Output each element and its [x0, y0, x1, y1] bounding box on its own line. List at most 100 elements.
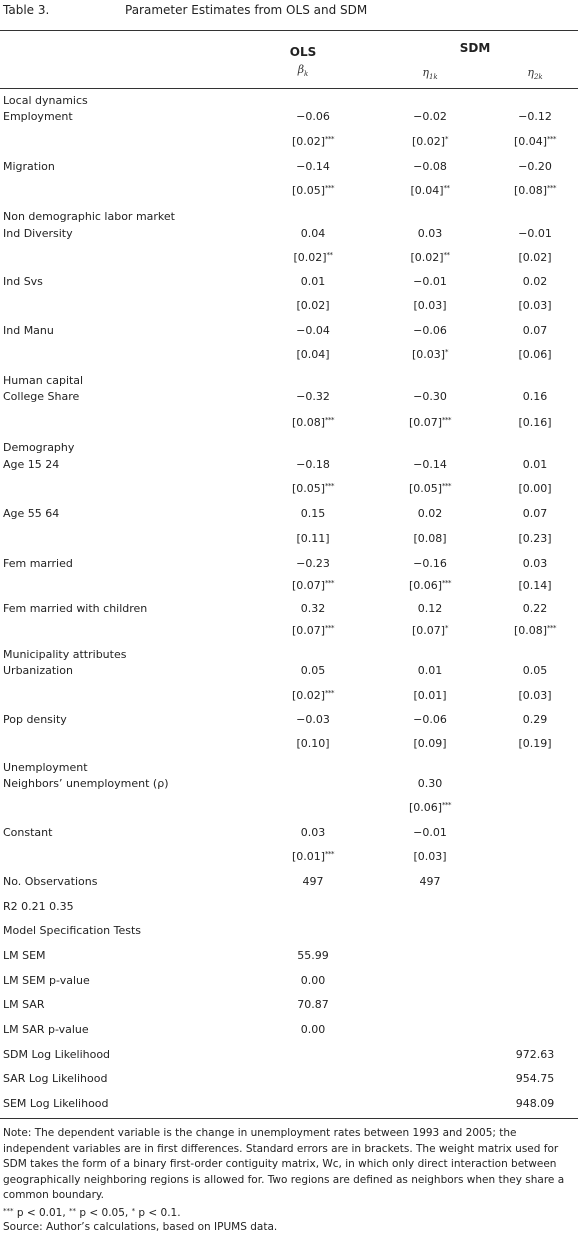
lm-sem-value: 55.99 — [297, 949, 329, 962]
se-value: [0.07] — [411, 624, 446, 637]
coef-ols: 0.32 — [300, 602, 326, 615]
source-line: Source: Author’s calculations, based on … — [3, 1221, 278, 1233]
row-label: College Share — [3, 390, 80, 403]
row-label: LM SEM p-value — [3, 974, 90, 987]
coef-eta1: −0.16 — [413, 557, 447, 570]
se-value: [0.08] — [513, 184, 548, 197]
se-eta1: [0.09] — [385, 737, 475, 750]
sig3-text: p < 0.1. — [135, 1206, 181, 1219]
se-value: [0.04] — [296, 348, 330, 361]
se-value: [0.02] — [291, 689, 326, 702]
se-ols: [0.05]*** — [268, 482, 358, 495]
se-value: [0.16] — [518, 416, 552, 429]
sig1-mark: *** — [3, 1206, 14, 1215]
se-eta2: [0.06] — [490, 348, 578, 361]
sig-stars: ** — [443, 251, 451, 259]
coef-eta1: 0.30 — [417, 777, 443, 790]
lm-sar-p-value: 0.00 — [300, 1023, 326, 1036]
section-label: Human capital — [3, 374, 84, 387]
coef-eta1: 0.03 — [417, 227, 443, 240]
sar-log-likelihood: 954.75 — [515, 1072, 555, 1085]
se-value: [0.02] — [291, 135, 326, 148]
se-value: [0.03] — [413, 850, 447, 863]
se-ols: [0.02]*** — [268, 135, 358, 148]
header-beta: βk — [258, 63, 348, 78]
row-label: Fem married — [3, 557, 73, 570]
header-eta1: η1k — [385, 66, 475, 81]
se-value: [0.02] — [518, 251, 552, 264]
se-eta1: [0.04]** — [385, 184, 475, 197]
coef-eta2: 0.07 — [522, 507, 548, 520]
se-eta1: [0.06]*** — [385, 801, 475, 814]
se-value: [0.09] — [413, 737, 447, 750]
se-value: [0.01] — [291, 850, 326, 863]
row-label: Age 15 24 — [3, 458, 60, 471]
row-label: Urbanization — [3, 664, 73, 677]
se-ols: [0.02] — [268, 299, 358, 312]
header-sdm: SDM — [459, 41, 491, 55]
row-label: LM SAR p-value — [3, 1023, 89, 1036]
coef-ols: −0.32 — [296, 390, 330, 403]
observations-ols: 497 — [302, 875, 324, 888]
coef-eta2: 0.02 — [522, 275, 548, 288]
lm-sem-p-value: 0.00 — [300, 974, 326, 987]
coef-eta1: −0.30 — [413, 390, 447, 403]
note-text: Note: The dependent variable is the chan… — [3, 1127, 565, 1201]
se-value: [0.04] — [410, 184, 444, 197]
coef-ols: −0.14 — [296, 160, 330, 173]
se-ols: [0.07]*** — [268, 579, 358, 592]
se-eta2: [0.03] — [490, 299, 578, 312]
se-value: [0.00] — [518, 482, 552, 495]
coef-ols: 0.01 — [300, 275, 326, 288]
section-label: Unemployment — [3, 761, 88, 774]
top-rule — [0, 30, 578, 31]
coef-ols: 0.05 — [300, 664, 326, 677]
sig1-text: p < 0.01, — [13, 1206, 70, 1219]
coef-eta2: 0.22 — [522, 602, 548, 615]
coef-eta1: −0.06 — [413, 324, 447, 337]
header-rule — [0, 88, 578, 89]
se-ols: [0.05]*** — [268, 184, 358, 197]
sig3-mark: * — [131, 1206, 136, 1215]
r2-row: R2 0.21 0.35 — [3, 900, 74, 913]
row-label: Ind Manu — [3, 324, 54, 337]
coef-eta2: 0.03 — [522, 557, 548, 570]
se-value: [0.23] — [518, 532, 552, 545]
observations-sdm: 497 — [419, 875, 441, 888]
sig-stars: ** — [443, 184, 451, 192]
se-eta2: [0.14] — [490, 579, 578, 592]
row-label: Migration — [3, 160, 55, 173]
sem-log-likelihood: 948.09 — [515, 1097, 555, 1110]
table-note: Note: The dependent variable is the chan… — [3, 1126, 575, 1221]
beta-symbol: β — [297, 63, 305, 76]
coef-ols: −0.04 — [296, 324, 330, 337]
se-eta2: [0.23] — [490, 532, 578, 545]
se-ols: [0.11] — [268, 532, 358, 545]
coef-ols: 0.15 — [300, 507, 326, 520]
se-eta1: [0.02]* — [385, 135, 475, 148]
sig-stars: *** — [325, 579, 335, 587]
coef-ols: −0.18 — [296, 458, 330, 471]
coef-ols: −0.03 — [296, 713, 330, 726]
coef-eta1: −0.08 — [413, 160, 447, 173]
se-value: [0.02] — [293, 251, 327, 264]
beta-subscript: k — [304, 70, 309, 79]
section-label: Demography — [3, 441, 75, 454]
section-label: Non demographic labor market — [3, 210, 175, 223]
row-label: LM SAR — [3, 998, 45, 1011]
se-value: [0.06] — [408, 801, 443, 814]
sig-stars: * — [445, 624, 449, 632]
section-label: Local dynamics — [3, 94, 88, 107]
eta1-symbol: η — [422, 66, 429, 79]
eta2-symbol: η — [527, 66, 534, 79]
se-eta2: [0.00] — [490, 482, 578, 495]
coef-eta2: 0.29 — [522, 713, 548, 726]
sig-stars: *** — [442, 416, 452, 424]
se-value: [0.08] — [413, 532, 447, 545]
se-ols: [0.07]*** — [268, 624, 358, 637]
se-value: [0.03] — [518, 689, 552, 702]
coef-eta1: 0.01 — [417, 664, 443, 677]
sig-stars: * — [445, 348, 449, 356]
se-value: [0.07] — [408, 416, 443, 429]
coef-ols: −0.06 — [296, 110, 330, 123]
